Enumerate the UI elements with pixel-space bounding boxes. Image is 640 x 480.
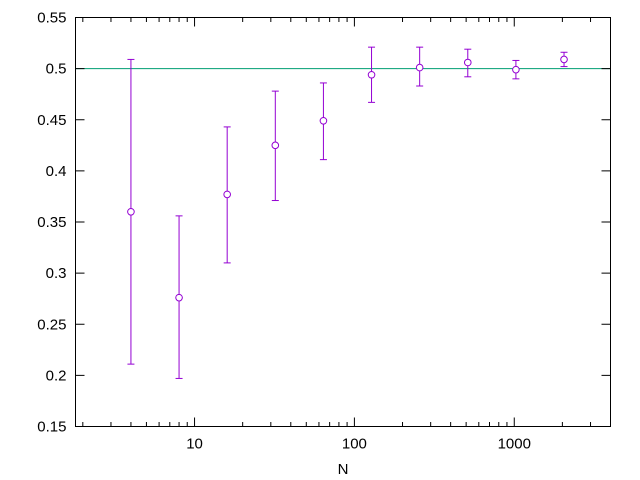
point-marker (271, 141, 280, 150)
point-marker (223, 190, 231, 199)
point-marker (319, 116, 328, 125)
y-tick-label: 0.45 (37, 112, 66, 129)
x-tick-label: 100 (342, 436, 367, 453)
data-point (319, 82, 328, 161)
y-tick-label: 0.5 (46, 61, 67, 78)
data-point (271, 90, 280, 202)
y-tick-label: 0.4 (46, 163, 67, 180)
data-point (223, 126, 231, 264)
point-marker (463, 58, 472, 67)
point-marker (367, 70, 376, 79)
point-marker (512, 65, 520, 74)
data-point (127, 58, 135, 365)
y-tick-label: 0.15 (37, 419, 66, 436)
y-tick-label: 0.2 (46, 367, 67, 384)
y-tick-label: 0.25 (37, 316, 66, 333)
data-point (415, 46, 424, 87)
point-marker (175, 293, 183, 302)
y-tick-label: 0.55 (37, 10, 66, 27)
point-marker (560, 55, 568, 64)
y-tick-label: 0.3 (46, 265, 67, 282)
data-point (512, 59, 520, 80)
x-tick-label: 10 (186, 436, 203, 453)
point-marker (127, 207, 135, 216)
data-point (560, 51, 568, 68)
x-tick-label: 1000 (498, 436, 531, 453)
data-point (175, 215, 183, 379)
data-point (367, 46, 376, 103)
plot-frame (75, 17, 611, 427)
data-point (463, 48, 472, 78)
point-marker (415, 63, 424, 72)
x-axis-label: N (338, 461, 349, 478)
y-tick-label: 0.35 (37, 214, 66, 231)
